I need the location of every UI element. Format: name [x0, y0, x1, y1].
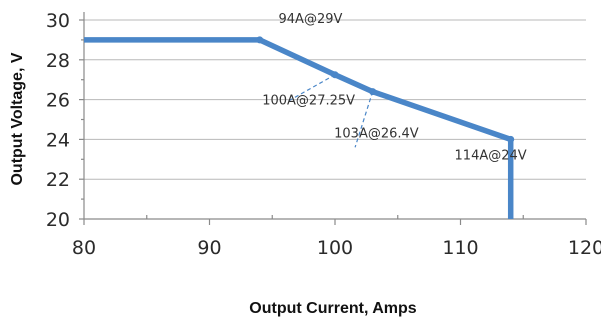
series-layer — [84, 36, 515, 219]
y-tick-label: 20 — [46, 209, 70, 231]
y-tick-label: 24 — [46, 129, 70, 151]
annotation-leader — [354, 91, 374, 148]
annotation-leader — [287, 74, 336, 103]
x-tick-label: 120 — [568, 237, 601, 259]
annotation-label: 114A@24V — [455, 148, 527, 163]
annotations: 94A@29V 100A@27.25V 103A@26.4V 114A@24V — [262, 12, 527, 163]
x-axis-title: Output Current, Amps — [249, 300, 417, 317]
annotation-label: 100A@27.25V — [262, 94, 355, 109]
x-tick-label: 110 — [442, 237, 478, 259]
y-axis-title: Output Voltage, V — [9, 52, 26, 185]
series-line — [84, 37, 514, 219]
annotation-label: 103A@26.4V — [334, 126, 419, 141]
x-tick-label: 90 — [197, 237, 221, 259]
data-point — [256, 36, 264, 44]
axes: 20 22 24 26 28 30 80 90 100 110 120 — [46, 10, 601, 259]
x-tick-label: 80 — [72, 237, 96, 259]
data-point — [507, 135, 515, 143]
y-tick-label: 28 — [46, 50, 70, 72]
annotation-label: 94A@29V — [279, 12, 343, 27]
x-tick-label: 100 — [317, 237, 353, 259]
y-tick-label: 30 — [46, 10, 70, 32]
y-tick-label: 26 — [46, 90, 70, 112]
y-tick-label: 22 — [46, 169, 70, 191]
